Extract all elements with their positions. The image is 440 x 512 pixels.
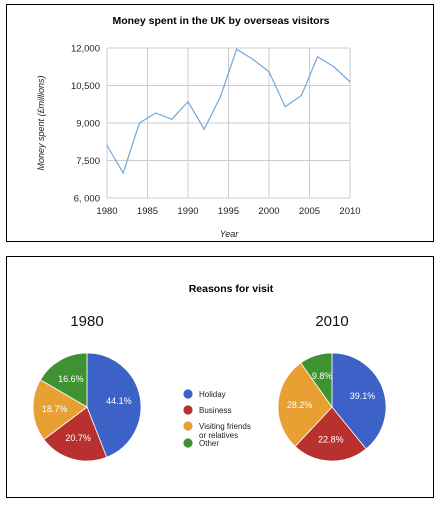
data-point (171, 118, 173, 120)
legend-label: Holiday (199, 390, 226, 399)
data-point (155, 112, 157, 114)
x-tick-label: 2010 (339, 206, 360, 217)
slice-value-label: 20.7% (65, 433, 91, 443)
data-point (122, 172, 124, 174)
x-tick-label: 2000 (258, 206, 279, 217)
x-tick-label: 1995 (218, 206, 239, 217)
data-point (317, 56, 319, 58)
line-chart-panel: Money spent in the UK by overseas visito… (6, 4, 434, 242)
line-chart: Money spent in the UK by overseas visito… (36, 15, 361, 239)
legend-swatch (183, 421, 193, 431)
x-tick-label: 1985 (137, 206, 158, 217)
pie-year-label: 1980 (70, 313, 103, 330)
pie-slice (294, 406, 367, 462)
data-point (236, 48, 238, 50)
data-point (284, 106, 286, 108)
pie-slice (39, 352, 88, 408)
data-point (333, 66, 335, 68)
legend-label: Visiting friends (199, 422, 251, 431)
data-point (106, 144, 108, 147)
data-point (349, 81, 351, 83)
x-axis-label: Year (220, 229, 240, 239)
pie-slice (43, 406, 108, 462)
pie-charts: Reasons for visit 1980 44.1% 20.7% 18.7% 16.6… (32, 283, 387, 462)
x-tick-label: 2005 (299, 206, 320, 217)
legend-label: Other (199, 439, 219, 448)
y-tick-label: 9,000 (76, 119, 100, 130)
y-tick-label: 10,500 (71, 81, 100, 92)
x-tick-label: 1980 (96, 206, 117, 217)
x-tick-label: 1990 (177, 206, 198, 217)
legend-label: or relatives (199, 431, 238, 440)
series-line (106, 48, 351, 175)
pie-section-title: Reasons for visit (189, 283, 274, 295)
legend-swatch (183, 438, 193, 448)
y-tick-label: 12,000 (71, 44, 100, 55)
data-point (268, 71, 270, 73)
chart-title: Money spent in the UK by overseas visito… (112, 15, 329, 27)
slice-value-label: 18.7% (42, 404, 68, 414)
pie-chart-panel: Reasons for visit 1980 44.1% 20.7% 18.7% 16.6… (6, 256, 434, 498)
data-point (300, 94, 302, 97)
legend-swatch (183, 389, 193, 399)
y-tick-label: 7,500 (76, 156, 100, 167)
data-point (138, 122, 140, 124)
data-point (252, 58, 254, 60)
data-point (203, 128, 205, 130)
slice-value-label: 44.1% (106, 396, 132, 406)
slice-value-label: 22.8% (318, 434, 344, 444)
pie-slice (300, 352, 333, 409)
data-point (219, 96, 221, 98)
y-tick-label: 6, 000 (74, 194, 100, 205)
pie-slice (331, 352, 387, 450)
pie-year-label: 2010 (315, 313, 348, 330)
slice-value-label: 39.1% (350, 391, 376, 401)
y-axis-label: Money spent (£millions) (36, 75, 46, 170)
legend-swatch (183, 405, 193, 415)
slice-value-label: 9.8% (312, 371, 333, 381)
pie-slice (277, 362, 333, 448)
pie-slice (32, 379, 88, 441)
data-point (187, 101, 189, 103)
pie-slice (86, 352, 142, 458)
legend-label: Business (199, 406, 231, 415)
slice-value-label: 28.2% (287, 400, 313, 410)
slice-value-label: 16.6% (58, 374, 84, 384)
